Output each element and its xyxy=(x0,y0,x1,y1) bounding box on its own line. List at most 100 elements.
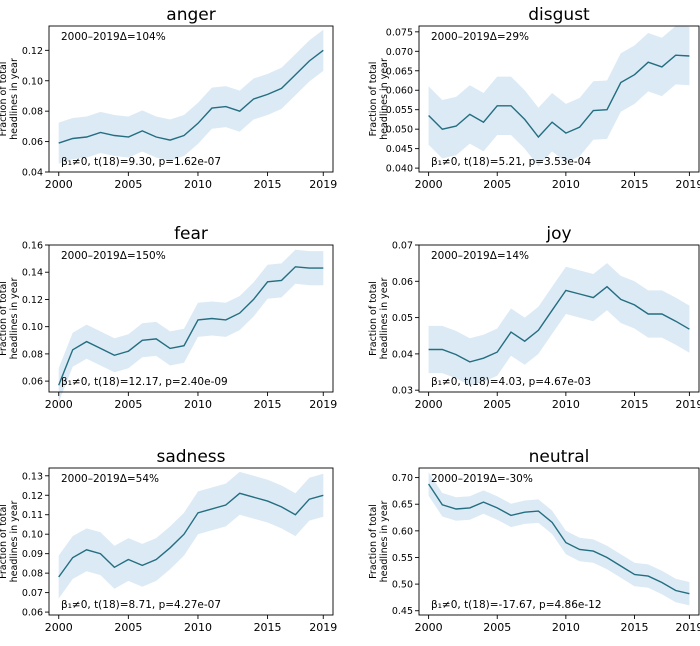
y-axis-label: headlines in year xyxy=(379,278,390,360)
delta-annotation: 2000–2019Δ=-30% xyxy=(431,473,533,485)
data-point xyxy=(496,351,498,353)
series-line xyxy=(428,285,690,363)
y-tick-label: 0.10 xyxy=(22,322,43,333)
series-line xyxy=(58,266,324,386)
data-point xyxy=(565,132,567,134)
y-tick-label: 0.50 xyxy=(392,580,413,591)
data-point xyxy=(427,114,429,116)
data-point xyxy=(661,581,663,583)
x-tick-label: 2019 xyxy=(675,621,700,634)
y-axis-label: headlines in year xyxy=(9,58,20,140)
x-tick-label: 2005 xyxy=(483,621,511,634)
data-point xyxy=(469,361,471,363)
data-point xyxy=(155,136,157,138)
y-tick-label: 0.065 xyxy=(386,66,413,77)
data-point xyxy=(294,266,296,268)
data-point xyxy=(322,267,324,269)
axes-frame xyxy=(48,244,334,393)
data-point xyxy=(688,55,690,57)
data-point xyxy=(225,504,227,506)
data-point xyxy=(266,281,268,283)
data-point xyxy=(99,131,101,133)
data-point xyxy=(280,87,282,89)
y-tick-label: 0.03 xyxy=(392,386,413,397)
data-point xyxy=(496,507,498,509)
y-axis-label: Fraction of total xyxy=(0,504,9,579)
data-point xyxy=(647,61,649,63)
data-point xyxy=(620,565,622,567)
data-point xyxy=(496,105,498,107)
delta-annotation: 2000–2019Δ=104% xyxy=(61,31,166,43)
data-point xyxy=(510,331,512,333)
y-tick-label: 0.12 xyxy=(22,46,43,57)
axes-frame xyxy=(48,25,334,173)
data-point xyxy=(441,128,443,130)
y-tick-label: 0.09 xyxy=(22,549,43,560)
data-point xyxy=(633,304,635,306)
data-point xyxy=(322,494,324,496)
data-point xyxy=(197,512,199,514)
data-point xyxy=(113,134,115,136)
data-point xyxy=(537,329,539,331)
y-tick-label: 0.040 xyxy=(386,164,413,175)
data-point xyxy=(141,130,143,132)
data-point xyxy=(606,286,608,288)
series-line xyxy=(428,483,690,595)
x-tick-label: 2000 xyxy=(415,178,443,191)
x-tick-label: 2005 xyxy=(483,398,511,411)
series-line xyxy=(428,54,690,139)
data-point xyxy=(169,347,171,349)
data-point xyxy=(537,510,539,512)
y-axis-label: Fraction of total xyxy=(368,281,379,356)
data-point xyxy=(455,353,457,355)
data-point xyxy=(113,354,115,356)
x-tick-label: 2019 xyxy=(309,178,337,191)
data-point xyxy=(169,139,171,141)
y-tick-label: 0.55 xyxy=(392,553,413,564)
y-axis-label: headlines in year xyxy=(9,278,20,360)
y-tick-label: 0.13 xyxy=(22,471,43,482)
axes-frame xyxy=(418,25,700,173)
delta-annotation: 2000–2019Δ=29% xyxy=(431,31,529,43)
regression-annotation: β₁≠0, t(18)=5.21, p=3.53e-04 xyxy=(431,156,591,168)
x-tick-label: 2015 xyxy=(254,398,282,411)
y-axis-label: Fraction of total xyxy=(0,62,9,137)
x-tick-label: 2000 xyxy=(45,178,73,191)
data-point xyxy=(661,313,663,315)
data-point xyxy=(647,313,649,315)
delta-annotation: 2000–2019Δ=150% xyxy=(61,250,166,262)
regression-annotation: β₁≠0, t(18)=12.17, p=2.40e-09 xyxy=(61,376,228,388)
x-tick-label: 2000 xyxy=(45,398,73,411)
data-point xyxy=(225,105,227,107)
data-point xyxy=(455,125,457,127)
x-tick-label: 2010 xyxy=(184,178,212,191)
data-point xyxy=(661,66,663,68)
data-point xyxy=(85,549,87,551)
data-point xyxy=(239,110,241,112)
data-point xyxy=(266,500,268,502)
chart-disgust: 2000 2005 2010 2015 2019 0.040 0.045 0.050 0.055… xyxy=(368,5,700,191)
y-tick-label: 0.050 xyxy=(386,125,413,136)
data-point xyxy=(578,548,580,550)
data-point xyxy=(308,60,310,62)
data-point xyxy=(211,317,213,319)
x-tick-label: 2019 xyxy=(675,398,700,411)
data-point xyxy=(441,504,443,506)
data-point xyxy=(482,501,484,503)
data-point xyxy=(85,136,87,138)
data-point xyxy=(688,328,690,330)
data-point xyxy=(647,575,649,577)
y-tick-label: 0.070 xyxy=(386,47,413,58)
data-point xyxy=(578,126,580,128)
data-point xyxy=(72,137,74,139)
series-line xyxy=(58,492,324,578)
chart-anger: 2000 2005 2010 2015 2019 0.04 0.06 0.08 0.10 0.12… xyxy=(0,5,337,191)
y-axis-label: Fraction of total xyxy=(368,504,379,579)
data-point xyxy=(169,547,171,549)
data-point xyxy=(620,298,622,300)
y-tick-label: 0.04 xyxy=(22,168,43,179)
data-point xyxy=(565,541,567,543)
y-tick-label: 0.08 xyxy=(22,349,43,360)
y-tick-label: 0.70 xyxy=(392,473,413,484)
